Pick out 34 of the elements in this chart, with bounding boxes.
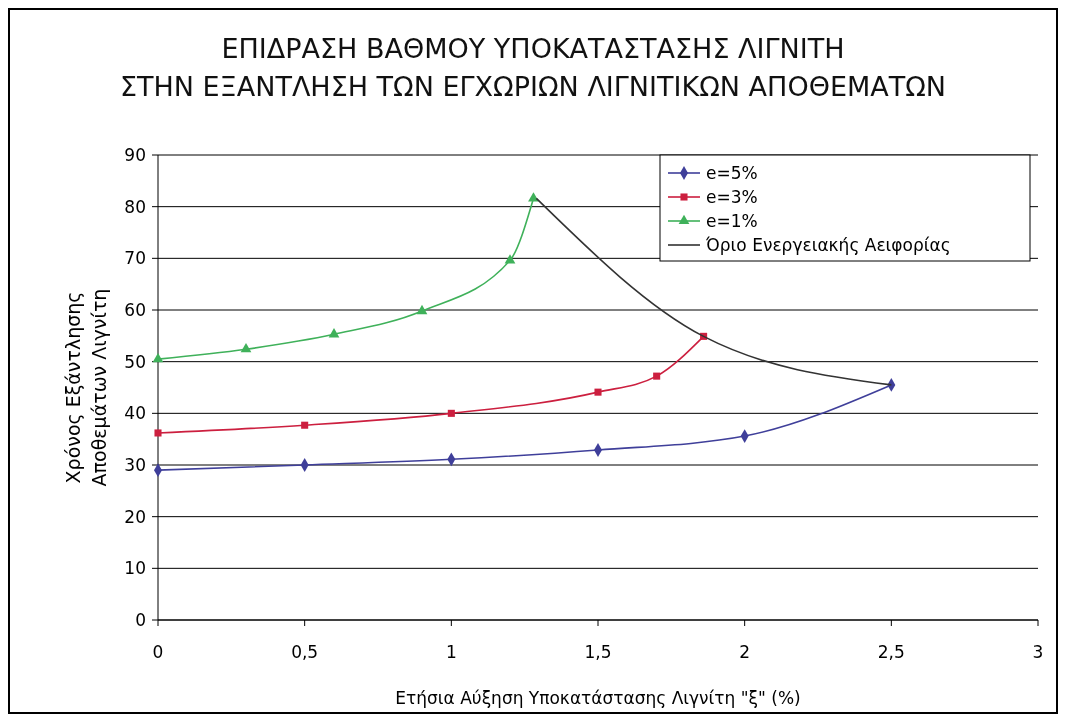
point [594,388,602,396]
y-tick-label: 60 [124,300,146,320]
y-tick-label: 30 [124,455,146,475]
x-tick-label: 0,5 [291,642,319,662]
y-tick-label: 20 [124,506,146,527]
y-tick-label: 90 [124,145,146,165]
legend-label: Όριο Ενεργειακής Αειφορίας [705,235,951,255]
point [416,304,428,315]
chart-title: ΕΠΙΔΡΑΣΗ ΒΑΘΜΟΥ ΥΠΟΚΑΤΑΣΤΑΣΗΣ ΛΙΓΝΙΤΗ ΣΤΗΝ ΕΞΑΝΤΛΗΣΗ ΤΩΝ ΕΓΧΩΡΙΩΝ ΛΙΓΝΙΤΙΚΩΝ ΑΠΟΘΕΜΑΤΩΝ [119,33,947,102]
point [653,372,661,380]
x-tick-label: 0 [152,642,164,662]
point [504,254,516,264]
legend-label: e=1% [706,211,758,231]
y-tick-label: 70 [124,248,146,269]
y-axis-title: Χρόνος Εξάντλησης Αποθεμάτων Λιγνίτη [62,288,110,487]
x-tick-label: 1,5 [584,642,612,662]
point [154,429,162,437]
x-tick-label: 3 [1032,642,1044,662]
y-tick-label: 40 [124,403,146,424]
x-tick-label: 2 [739,642,751,662]
y-tick-label: 50 [124,351,146,372]
x-axis-title: Ετήσια Αύξηση Υποκατάστασης Λιγνίτη "ξ" (%) [395,688,801,708]
y-tick-label: 0 [135,610,146,630]
point [240,343,252,353]
y-tick-label: 10 [124,558,146,579]
y-tick-label: 80 [124,196,146,217]
point [328,328,340,338]
x-tick-label: 2,5 [877,642,905,662]
legend-label: e=5% [706,163,758,183]
point [528,192,539,202]
x-tick-label: 1 [445,642,457,662]
legend-label: e=3% [706,187,758,207]
point [447,409,455,417]
point [301,421,309,429]
